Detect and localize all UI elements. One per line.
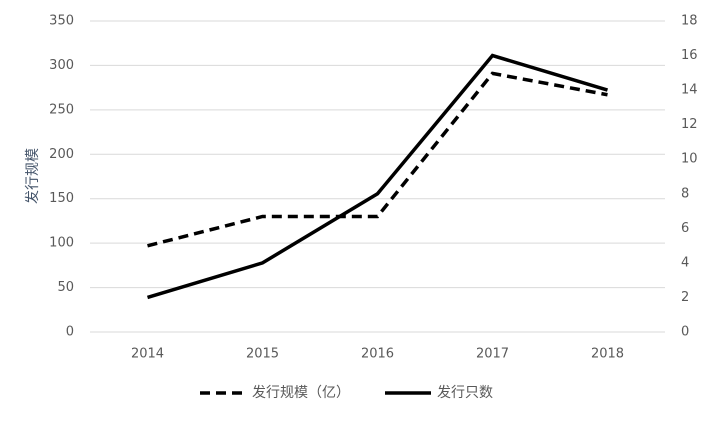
y-tick-label: 350 bbox=[49, 14, 74, 29]
y-tick-label: 300 bbox=[49, 58, 74, 73]
y2-tick-label: 12 bbox=[681, 117, 698, 132]
legend-label: 发行规模（亿） bbox=[252, 385, 350, 401]
y-axis-label: 发行规模 bbox=[25, 148, 41, 204]
y2-tick-label: 16 bbox=[681, 48, 698, 63]
y2-tick-label: 0 bbox=[681, 325, 689, 340]
y2-tick-label: 18 bbox=[681, 14, 698, 29]
x-tick-label: 2018 bbox=[591, 347, 624, 362]
x-tick-label: 2015 bbox=[246, 347, 279, 362]
y-tick-label: 150 bbox=[49, 191, 74, 206]
y2-tick-label: 14 bbox=[681, 83, 698, 98]
y2-tick-label: 2 bbox=[681, 290, 689, 305]
y2-tick-label: 4 bbox=[681, 255, 689, 270]
y2-tick-label: 6 bbox=[681, 221, 689, 236]
y-tick-label: 250 bbox=[49, 102, 74, 117]
line-series bbox=[147, 71, 608, 248]
y-tick-label: 100 bbox=[49, 236, 74, 251]
x-tick-label: 2017 bbox=[476, 347, 509, 362]
y2-tick-label: 8 bbox=[681, 186, 689, 201]
y-tick-label: 0 bbox=[66, 325, 74, 340]
y2-tick-label: 10 bbox=[681, 152, 698, 167]
y-tick-label: 200 bbox=[49, 147, 74, 162]
legend-label: 发行只数 bbox=[437, 385, 493, 401]
x-tick-label: 2014 bbox=[131, 347, 164, 362]
line-series bbox=[146, 53, 609, 300]
x-tick-label: 2016 bbox=[361, 347, 394, 362]
y-tick-label: 50 bbox=[57, 280, 74, 295]
